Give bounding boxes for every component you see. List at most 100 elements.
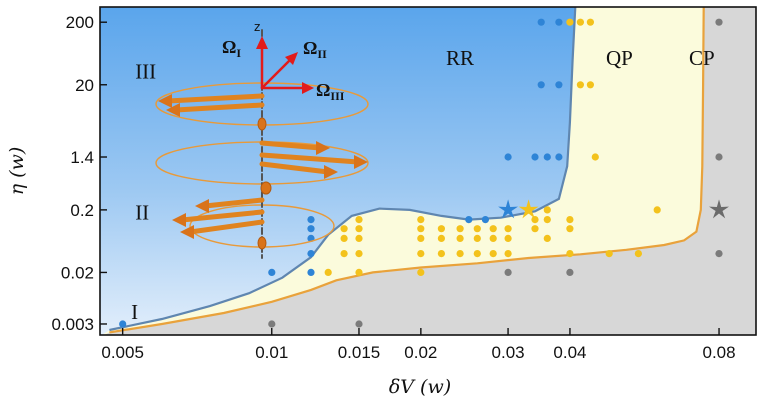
y-tick-label-4: 20 [75,76,94,95]
rr-point-1 [268,268,276,276]
rr-point-12 [555,153,563,161]
rr-point-13 [537,81,545,89]
region-label-cp: CP [689,46,715,70]
qp-point-45 [586,18,595,26]
rr-point-16 [555,18,563,26]
qp-point-25 [489,225,497,233]
x-tick-label-4: 0.03 [492,343,525,362]
y-tick-label-0: 0.003 [51,315,94,334]
qp-point-0 [324,268,332,276]
rr-point-2 [307,268,315,276]
x-tick-label-5: 0.04 [553,343,586,362]
omega-III-label: ΩIII [316,80,345,103]
qp-point-33 [543,206,551,214]
cp-point-0 [268,320,276,328]
region-label-qp: QP [606,46,633,70]
qp-point-27 [504,234,512,242]
qp-point-3 [340,225,348,233]
qp-point-8 [355,216,363,224]
qp-point-13 [417,216,425,224]
qp-point-31 [543,234,551,242]
rr-point-7 [465,216,473,224]
qp-point-32 [543,216,551,224]
omega-II-label: ΩII [303,38,327,61]
qp-point-30 [531,216,539,224]
rr-point-8 [481,216,489,224]
qp-point-43 [566,18,574,26]
y-tick-label-1: 0.02 [61,263,94,282]
y-axis-label: η (w) [6,147,28,196]
label-II: II [135,201,149,225]
rr-point-10 [531,153,539,161]
qp-star-marker [518,199,539,219]
qp-point-26 [504,250,512,258]
qp-point-19 [456,225,464,233]
cp-point-3 [566,268,574,276]
qp-point-39 [653,206,661,214]
qp-point-5 [355,250,363,258]
x-axis-label: δV (w) [389,376,451,398]
qp-point-22 [473,225,481,233]
qp-point-4 [355,268,363,276]
boundary-rr-qp [109,7,577,332]
qp-point-17 [456,250,464,258]
x-tick-label-2: 0.015 [338,343,381,362]
qp-point-2 [340,234,348,242]
rr-star-marker [498,199,518,219]
qp-point-37 [605,250,613,258]
region-cp [104,7,756,335]
rr-point-5 [307,225,315,233]
omega-I-label: ΩI [222,37,241,60]
qp-point-35 [566,225,574,233]
qp-point-12 [417,225,425,233]
qp-point-29 [531,225,539,233]
cp-point-4 [715,250,723,258]
x-tick-label-3: 0.02 [404,343,437,362]
qp-point-20 [473,250,481,258]
qp-point-6 [355,234,363,242]
y-tick-label-2: 0.2 [70,201,94,220]
qp-point-16 [437,225,445,233]
rr-point-3 [307,250,315,258]
y-tick-label-3: 1.4 [70,148,94,167]
qp-point-14 [437,250,445,258]
regime-inset [155,29,369,259]
y-tick-label-5: 200 [66,13,94,32]
qp-point-41 [576,81,585,89]
cp-star-marker [709,199,729,219]
qp-point-36 [566,216,574,224]
qp-point-23 [489,250,497,258]
rr-point-6 [307,216,315,224]
cp-point-2 [504,268,512,276]
qp-point-15 [437,234,445,242]
qp-point-11 [417,234,425,242]
rr-point-14 [555,81,563,89]
plot-frame [99,6,757,336]
cp-point-1 [355,320,363,328]
rr-point-11 [543,153,551,161]
cp-point-6 [715,18,723,26]
cp-point-5 [715,153,723,161]
qp-point-38 [634,250,643,258]
x-tick-label-0: 0.005 [101,343,144,362]
boundary-qp-cp [109,7,705,334]
label-III: III [135,60,156,84]
rr-point-15 [537,18,545,26]
qp-point-24 [489,234,497,242]
rr-point-9 [504,153,512,161]
qp-point-1 [340,250,348,258]
x-tick-label-6: 0.08 [702,343,735,362]
qp-point-18 [456,234,464,242]
inset-z-label: z [254,20,260,34]
qp-point-10 [417,250,425,258]
qp-point-44 [576,18,585,26]
qp-point-21 [473,234,481,242]
qp-point-34 [566,250,574,258]
qp-point-28 [504,225,512,233]
region-label-rr: RR [446,46,474,70]
label-I: I [131,300,138,324]
qp-point-7 [355,225,363,233]
qp-point-40 [591,153,599,161]
qp-point-9 [417,268,425,276]
